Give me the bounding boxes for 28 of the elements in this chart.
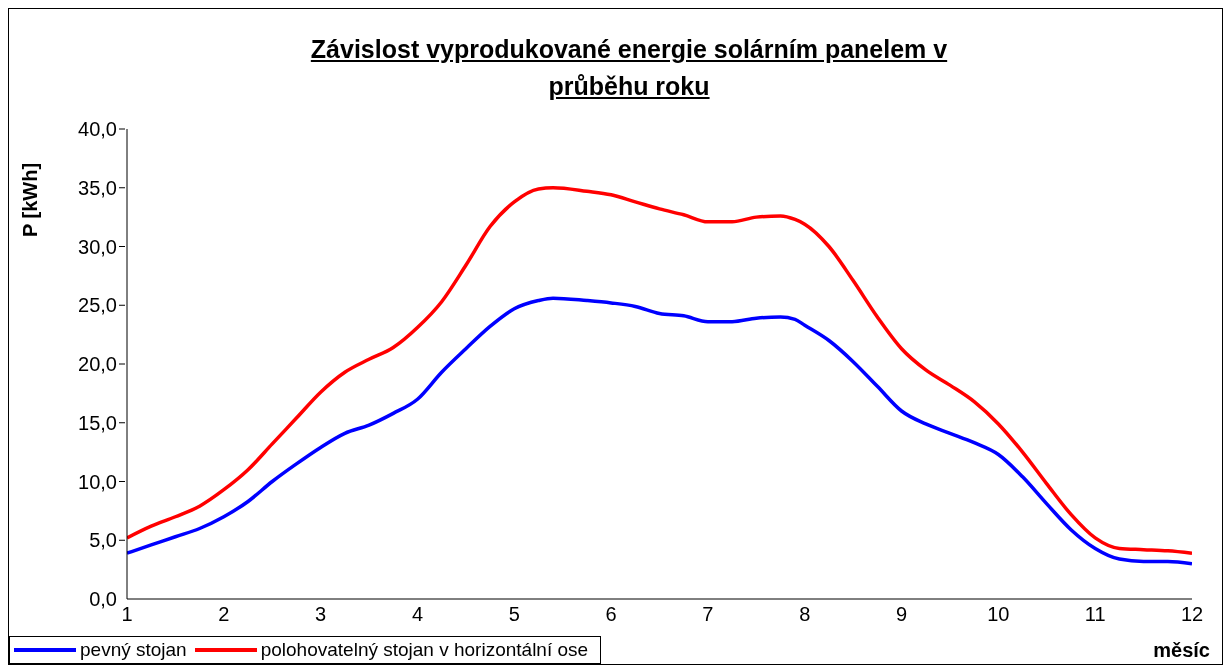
line-series <box>127 186 1192 555</box>
legend-label: pevný stojan <box>80 639 187 661</box>
line-series <box>127 296 1192 566</box>
x-tick-label: 12 <box>1180 603 1204 626</box>
x-tick-label: 1 <box>121 603 133 626</box>
x-tick-label: 2 <box>218 603 230 626</box>
x-tick-label: 3 <box>315 603 327 626</box>
y-tick-label: 40,0 <box>78 118 117 141</box>
x-tick-label: 7 <box>702 603 714 626</box>
x-tick-label: 5 <box>508 603 520 626</box>
x-tick-label: 6 <box>605 603 617 626</box>
y-tick-label: 25,0 <box>78 294 117 317</box>
x-tick-label: 4 <box>411 603 424 626</box>
y-tick-label: 35,0 <box>78 176 117 199</box>
chart-title: Závislost vyprodukované energie solárním panelem v průběhu roku <box>309 34 949 102</box>
y-tick-label: 10,0 <box>78 470 117 493</box>
y-tick-label: 15,0 <box>78 411 117 434</box>
x-tick-label: 11 <box>1084 603 1106 626</box>
y-tick-label: 5,0 <box>89 529 117 552</box>
y-tick-label: 20,0 <box>78 353 117 376</box>
x-tick-label: 9 <box>895 603 908 626</box>
legend-label: polohovatelný stojan v horizontální ose <box>260 639 589 661</box>
y-tick-label: 30,0 <box>78 235 117 258</box>
y-tick-label: 0,0 <box>89 588 117 611</box>
x-axis-title: měsíc <box>1153 639 1210 662</box>
y-axis-title: P [kWh] <box>19 162 42 237</box>
x-tick-label: 8 <box>799 603 811 626</box>
x-tick-label: 10 <box>987 603 1010 626</box>
